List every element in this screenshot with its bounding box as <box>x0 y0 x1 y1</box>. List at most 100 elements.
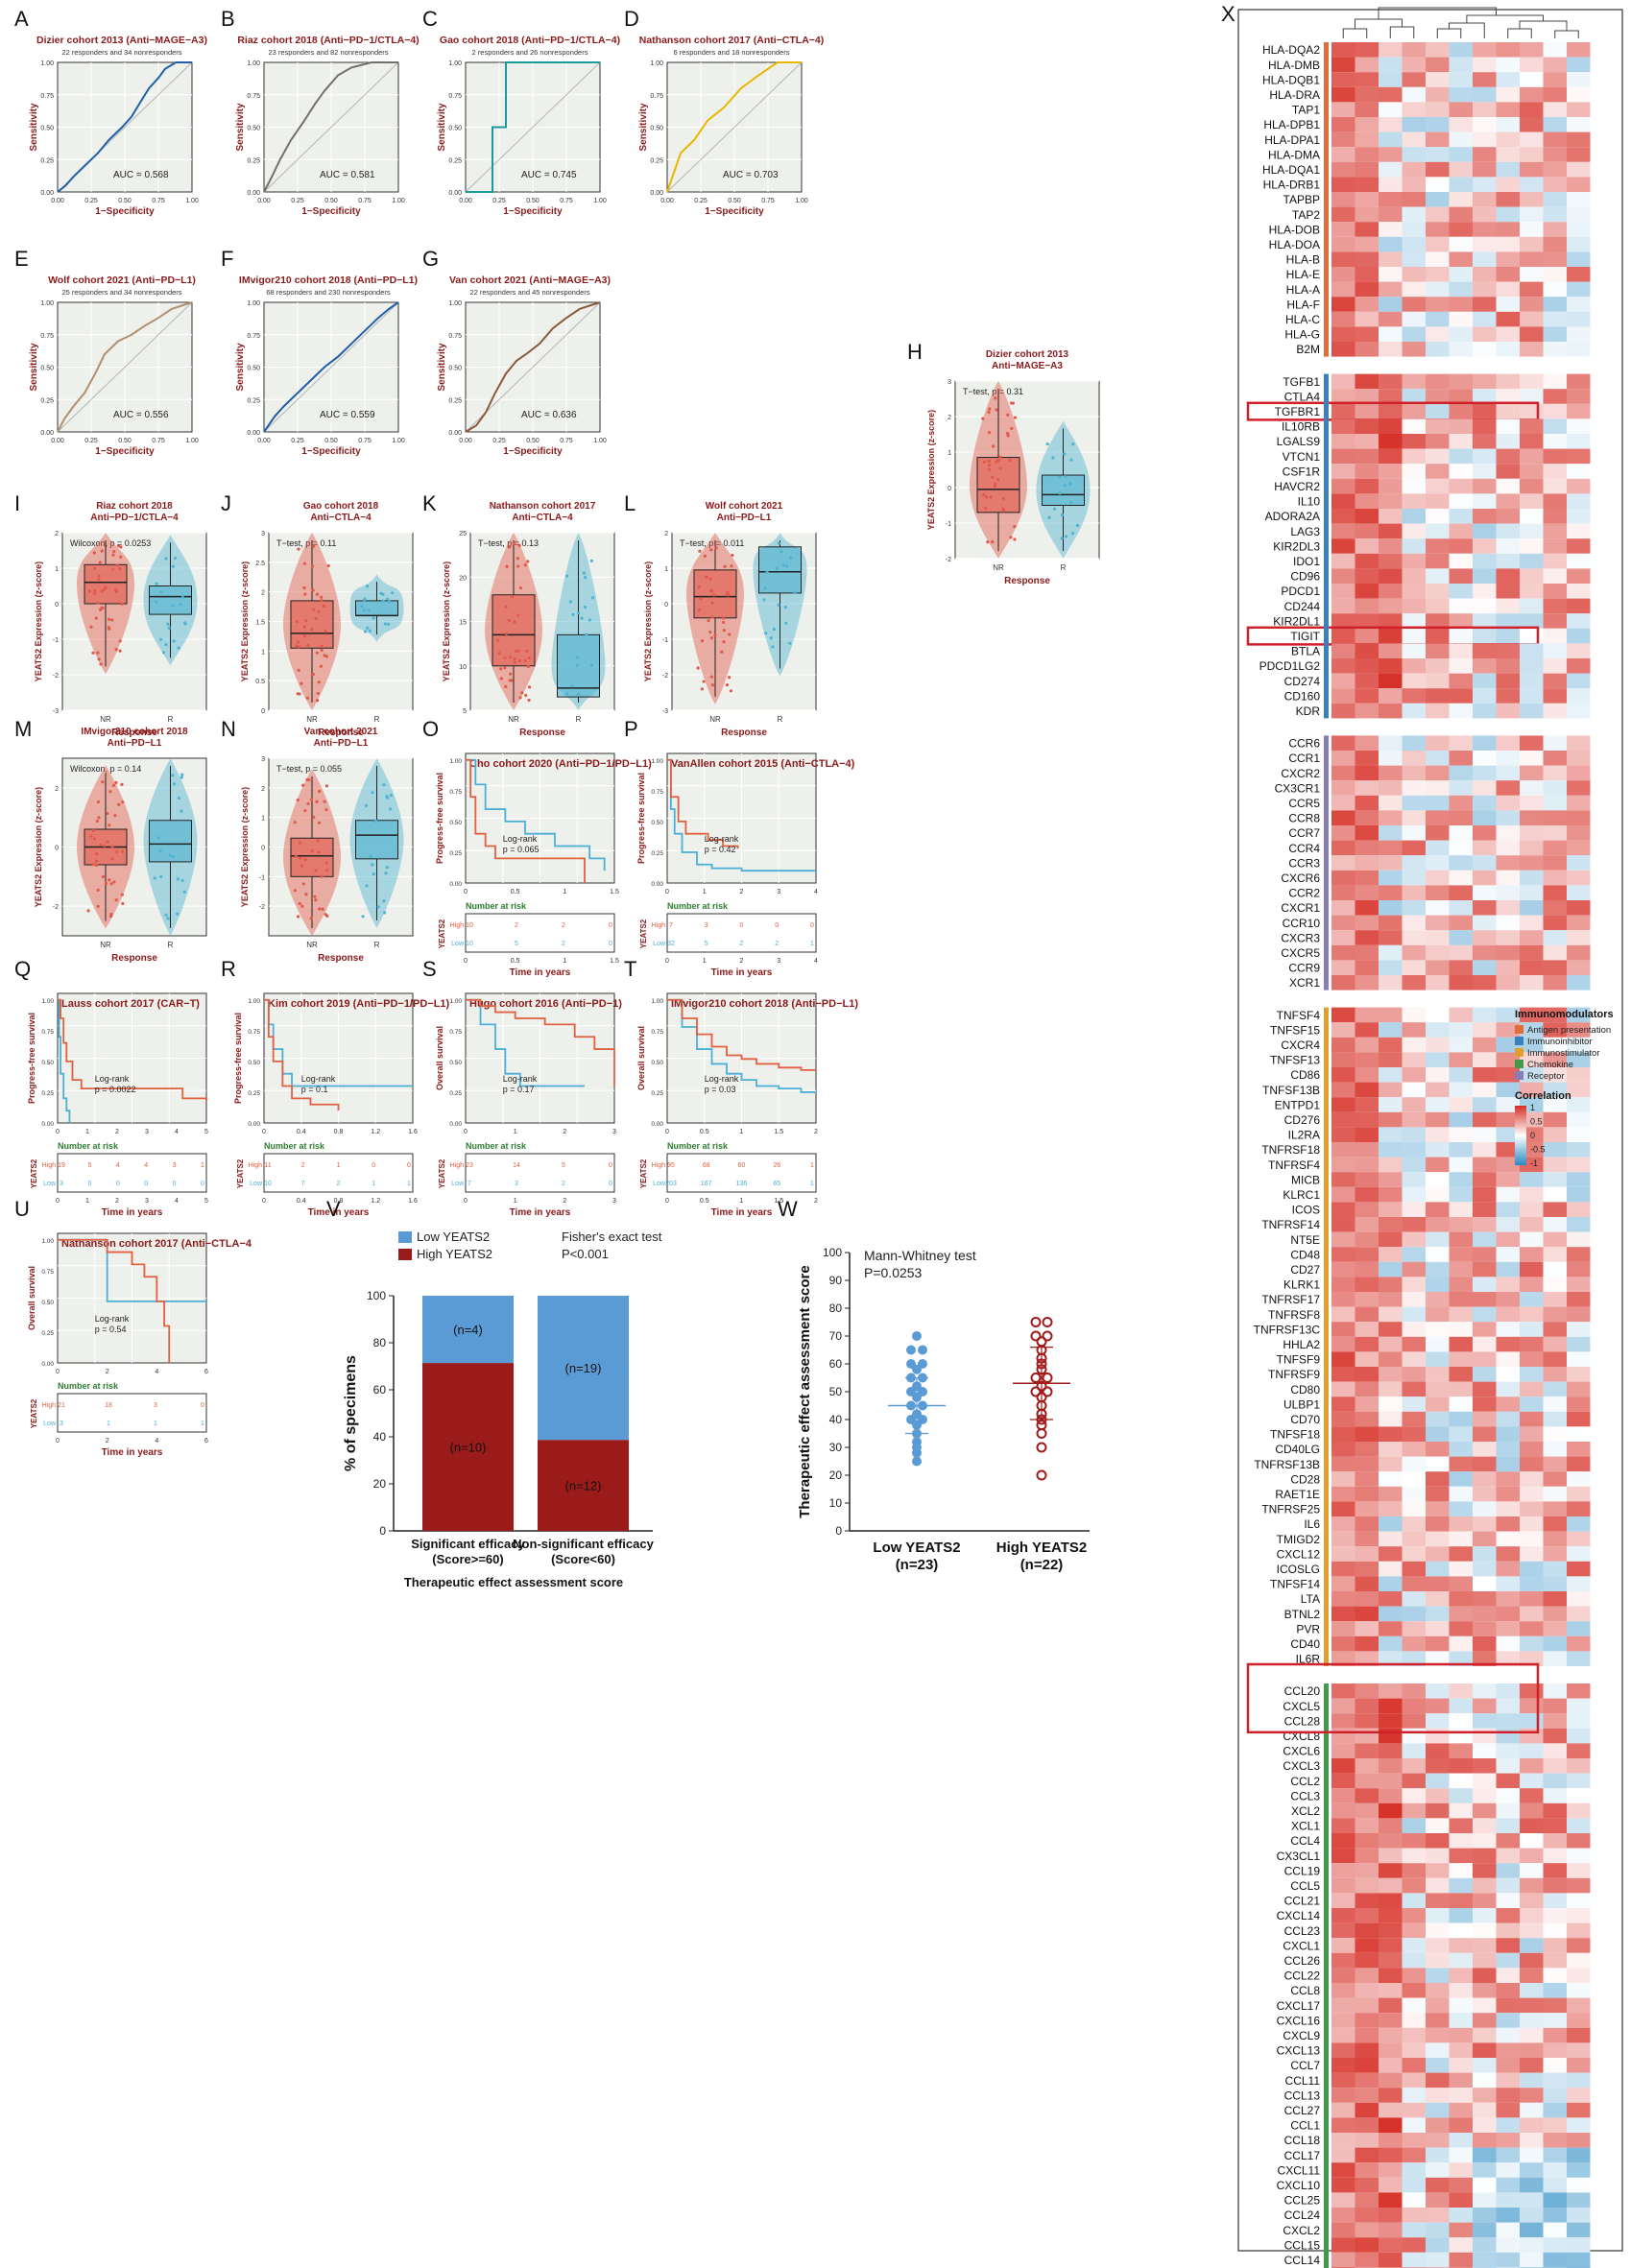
gene-label: HLA-DQA2 <box>1262 43 1320 57</box>
heatmap-cell <box>1543 1486 1567 1502</box>
heatmap-cell <box>1567 628 1591 644</box>
y-tick-label: 0.75 <box>651 789 663 796</box>
gene-label: HLA-DRA <box>1269 88 1320 102</box>
heatmap-cell <box>1567 117 1591 132</box>
heatmap-cell <box>1567 553 1591 569</box>
y-tick-label: 0.75 <box>448 93 462 100</box>
heatmap-cell <box>1355 42 1379 58</box>
heatmap-cell <box>1473 1818 1497 1833</box>
heatmap-cell <box>1567 102 1591 117</box>
heatmap-cell <box>1402 658 1426 674</box>
risk-gene-label: YEATS2 <box>30 1398 38 1428</box>
heatmap-cell <box>1543 267 1567 282</box>
heatmap-cell <box>1355 2222 1379 2238</box>
y-tick-label: 0.75 <box>651 1029 663 1036</box>
heatmap-cell <box>1331 1713 1355 1729</box>
risk-x-tick: 0 <box>464 1198 468 1205</box>
data-point <box>295 619 300 624</box>
data-point <box>296 640 300 644</box>
heatmap-cell <box>1543 1635 1567 1652</box>
heatmap-cell <box>1402 251 1426 267</box>
heatmap-cell <box>1449 102 1473 117</box>
heatmap-cell <box>1473 1142 1497 1158</box>
gene-label: CXCL11 <box>1278 2163 1321 2177</box>
heatmap-cell <box>1426 1277 1450 1292</box>
heatmap-cell <box>1449 1442 1473 1457</box>
test-label: Log-rank <box>95 1074 130 1084</box>
heatmap-cell <box>1449 1052 1473 1067</box>
data-point <box>153 876 156 880</box>
heatmap-cell <box>1402 1576 1426 1591</box>
x-axis-label: 1−Specificity <box>503 206 563 217</box>
risk-x-tick: 4 <box>175 1198 179 1205</box>
p-value-label: p = 0.0022 <box>95 1085 136 1094</box>
heatmap-cell <box>1520 1292 1544 1307</box>
data-point <box>91 828 96 832</box>
heatmap-cell <box>1449 1546 1473 1562</box>
data-point <box>912 1456 922 1467</box>
heatmap-cell <box>1449 1082 1473 1098</box>
heatmap-cell <box>1355 1651 1379 1666</box>
heatmap-cell <box>1331 1037 1355 1053</box>
data-point <box>320 595 324 599</box>
roc-curve <box>57 61 192 193</box>
data-point <box>1058 491 1062 495</box>
heatmap-cell <box>1520 1773 1544 1789</box>
y-tick-label: 25 <box>459 531 467 537</box>
risk-row-low: Low <box>653 941 666 947</box>
heatmap-cell <box>1355 1983 1379 1998</box>
y-tick-label: 0.50 <box>247 126 260 132</box>
heatmap-cell <box>1567 1728 1591 1744</box>
heatmap-cell <box>1567 1111 1591 1128</box>
heatmap-cell <box>1567 900 1591 916</box>
heatmap-cell <box>1496 553 1520 569</box>
heatmap-cell <box>1379 1818 1403 1833</box>
category-bar <box>1324 373 1329 719</box>
heatmap-cell <box>1496 1442 1520 1457</box>
heatmap-cell <box>1449 72 1473 87</box>
data-point <box>113 813 117 818</box>
heatmap-cell <box>1520 613 1544 629</box>
data-point <box>94 859 99 863</box>
heatmap-cell <box>1402 117 1426 132</box>
heatmap-cell <box>1520 1802 1544 1819</box>
test-label: T−test, p = 0.11 <box>276 538 336 548</box>
heatmap-cell <box>1543 975 1567 991</box>
heatmap-cell <box>1496 389 1520 404</box>
heatmap-cell <box>1402 57 1426 73</box>
x-tick-label: (Score<60) <box>551 1552 615 1566</box>
heatmap-cell <box>1567 373 1591 390</box>
panel-title: Wolf cohort 2021 <box>706 501 783 512</box>
panel-title: Nathanson cohort 2017 (Anti−CTLA−4) <box>639 35 825 46</box>
x-tick-label: 0.75 <box>152 198 165 204</box>
data-point <box>709 548 713 552</box>
heatmap-cell <box>1402 2237 1426 2253</box>
heatmap-cell <box>1449 1922 1473 1939</box>
legend-title: Immunomodulators <box>1515 1009 1614 1020</box>
heatmap-cell <box>1473 1713 1497 1729</box>
heatmap-cell <box>1331 1938 1355 1953</box>
heatmap-cell <box>1355 509 1379 524</box>
x-tick-label: 0.8 <box>334 1129 344 1135</box>
heatmap-cell <box>1567 810 1591 825</box>
heatmap-cell <box>1402 1802 1426 1819</box>
heatmap-cell <box>1426 885 1450 900</box>
y-tick-label: 40 <box>829 1413 843 1426</box>
risk-value-low: 2 <box>740 941 744 947</box>
data-point <box>503 666 507 670</box>
y-tick-label: 0 <box>379 1524 386 1538</box>
gene-label: CD244 <box>1284 600 1321 613</box>
box <box>84 563 128 605</box>
gene-label: HLA-DPB1 <box>1263 118 1320 131</box>
x-tick-label: NR <box>993 563 1004 572</box>
data-point <box>1060 513 1065 517</box>
heatmap-cell <box>1426 1247 1450 1262</box>
heatmap-cell <box>1331 855 1355 871</box>
heatmap-cell <box>1496 1111 1520 1128</box>
heatmap-cell <box>1543 509 1567 524</box>
heatmap-cell <box>1520 161 1544 178</box>
bar-low <box>422 1296 514 1364</box>
data-point <box>987 467 992 471</box>
heatmap-cell <box>1496 418 1520 434</box>
data-point <box>320 599 324 603</box>
